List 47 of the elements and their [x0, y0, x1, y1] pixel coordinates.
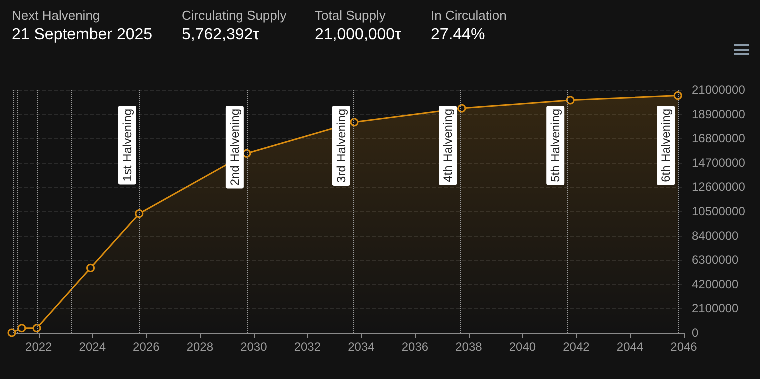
y-tick-label: 12600000 [692, 180, 746, 194]
ref-line-label: 4th Halvening [441, 109, 456, 182]
point [8, 328, 16, 338]
x-tick-label: 2044 [616, 340, 644, 354]
x-tick-label: 2038 [456, 340, 483, 354]
y-tick-label: 2100000 [692, 302, 740, 316]
point [566, 96, 575, 105]
point [350, 118, 359, 127]
point [458, 104, 466, 113]
text: In Circulation [431, 8, 507, 23]
y-tick-label: 6300000 [692, 253, 740, 268]
x-tick-label: 2046 [670, 340, 698, 354]
y-tick-label: 18900000 [692, 107, 746, 122]
y-tick-label: 4200000 [692, 277, 740, 292]
y-tick-label: 0 [692, 326, 699, 340]
text: Total Supply [315, 8, 386, 23]
x-tick-label: 2032 [294, 340, 322, 354]
x-tick-label: 2034 [348, 340, 376, 354]
ref-line-label: 1st Halvening [120, 109, 134, 182]
point [135, 210, 144, 218]
y-tick-label: 21000000 [692, 83, 746, 97]
x-tick-label: 2028 [186, 340, 214, 354]
point [674, 92, 682, 100]
ref-line-label: 3rd Halvening [334, 109, 348, 184]
text: Circulating Supply [182, 8, 288, 23]
x-tick-label: 2036 [402, 340, 429, 354]
x-tick-label: 2024 [79, 340, 106, 354]
ref-line-label: 6th Halvening [659, 109, 674, 182]
text: 27.44% [431, 26, 486, 44]
text: 21,000,000τ [315, 26, 402, 44]
x-tick-label: 2040 [509, 340, 536, 354]
point [86, 264, 96, 272]
point [18, 324, 26, 333]
text: 5,762,392τ [182, 26, 260, 44]
x-tick-label: 2026 [133, 340, 160, 354]
y-tick-label: 14700000 [692, 156, 746, 170]
y-tick-label: 16800000 [692, 132, 746, 146]
x-tick-label: 2042 [563, 340, 590, 354]
x-tick-label: 2030 [240, 340, 268, 354]
y-tick-label: 10500000 [692, 204, 746, 218]
ref-line-label: 2nd Halvening [228, 109, 242, 186]
point [32, 324, 42, 333]
x-tick-label: 2022 [26, 340, 53, 354]
text: Next Halvening [12, 8, 100, 23]
text: 21 September 2025 [12, 26, 153, 44]
y-tick-label: 8400000 [692, 228, 740, 243]
ref-line-label: 5th Halvening [548, 109, 563, 182]
